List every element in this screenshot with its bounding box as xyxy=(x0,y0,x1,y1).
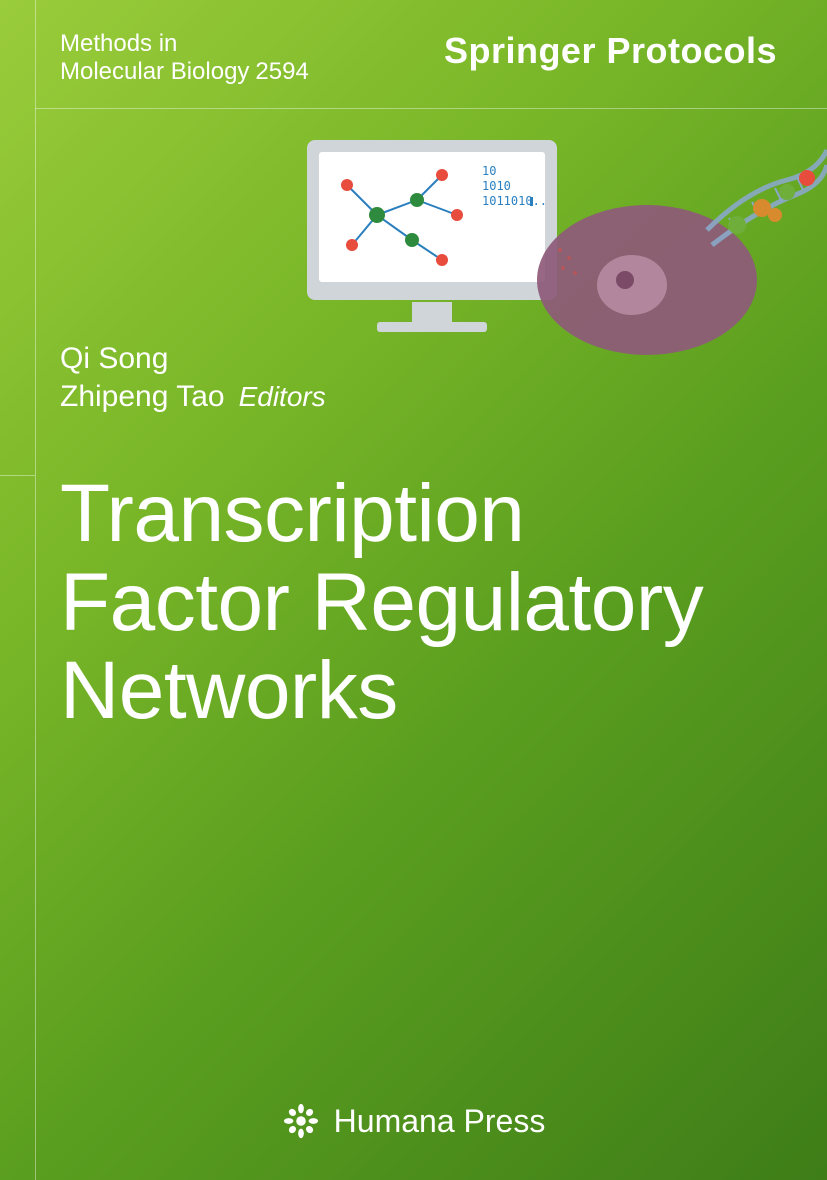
monitor-icon: 10 1010 1011010.. xyxy=(307,140,557,332)
binary-line-1: 10 xyxy=(482,164,496,178)
binary-line-2: 1010 xyxy=(482,179,511,193)
mid-rule xyxy=(0,475,35,476)
publisher-block: Humana Press xyxy=(0,1102,827,1140)
cell-icon xyxy=(537,205,757,355)
title-line-1: Transcription xyxy=(60,470,787,559)
editors-block: Qi Song Zhipeng Tao Editors xyxy=(60,340,326,415)
cover-illustration: 10 1010 1011010.. xyxy=(267,130,827,390)
brand-name: Springer Protocols xyxy=(444,30,777,72)
series-name-line2: Molecular Biology xyxy=(60,58,249,86)
series-name-line1: Methods in xyxy=(60,30,309,58)
publisher-logo-icon xyxy=(282,1102,320,1140)
series-volume: 2594 xyxy=(255,58,308,86)
spine-rule xyxy=(35,0,36,1180)
publisher-name: Humana Press xyxy=(334,1103,546,1140)
editor-name-2: Zhipeng Tao xyxy=(60,378,225,416)
series-block: Methods in Molecular Biology 2594 xyxy=(60,30,309,86)
title-line-2: Factor Regulatory xyxy=(60,559,787,648)
header: Methods in Molecular Biology 2594 Spring… xyxy=(60,30,777,86)
editor-role: Editors xyxy=(239,381,326,413)
title-line-3: Networks xyxy=(60,647,787,736)
header-rule xyxy=(35,108,827,109)
binary-line-3: 1011010.. xyxy=(482,194,547,208)
editor-name-1: Qi Song xyxy=(60,340,326,378)
book-title: Transcription Factor Regulatory Networks xyxy=(60,470,787,736)
